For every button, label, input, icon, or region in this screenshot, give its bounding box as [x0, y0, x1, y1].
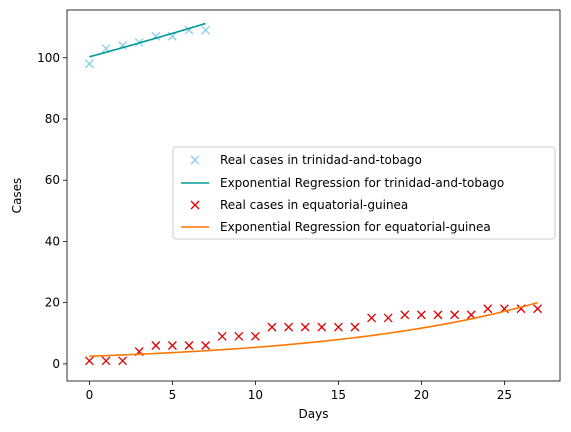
x-tick-label: 10	[248, 388, 263, 402]
legend-label: Exponential Regression for equatorial-gu…	[220, 220, 491, 234]
x-axis-label: Days	[299, 407, 329, 421]
y-tick-label: 100	[37, 51, 60, 65]
legend-label: Exponential Regression for trinidad-and-…	[220, 176, 504, 190]
x-tick-label: 25	[497, 388, 512, 402]
legend-entry: Exponential Regression for trinidad-and-…	[181, 176, 504, 190]
x-tick-label: 0	[86, 388, 94, 402]
legend: Real cases in trinidad-and-tobago Exponen…	[173, 147, 555, 239]
legend-label: Real cases in equatorial-guinea	[220, 198, 408, 212]
x-tick-label: 5	[169, 388, 177, 402]
y-tick-label: 80	[45, 112, 60, 126]
x-tick-label: 15	[331, 388, 346, 402]
legend-entry: Exponential Regression for equatorial-gu…	[181, 220, 491, 234]
y-tick-label: 40	[45, 234, 60, 248]
y-tick-label: 60	[45, 173, 60, 187]
y-axis-label: Cases	[10, 178, 24, 214]
legend-label: Real cases in trinidad-and-tobago	[220, 153, 422, 167]
legend-entry: Real cases in equatorial-guinea	[191, 198, 408, 212]
y-tick-label: 0	[52, 357, 60, 371]
y-tick-label: 20	[45, 296, 60, 310]
legend-entry: Real cases in trinidad-and-tobago	[191, 153, 422, 167]
x-tick-label: 20	[414, 388, 429, 402]
